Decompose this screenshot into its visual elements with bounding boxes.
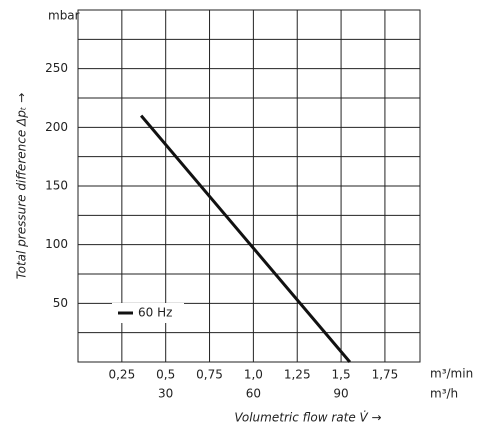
x-tick-label: 0,25 [108, 368, 135, 382]
y-tick-label: 250 [45, 61, 68, 75]
legend-label: 60 Hz [138, 306, 172, 320]
x2-unit: m³/h [430, 387, 458, 401]
x-tick-label: 1,25 [284, 368, 311, 382]
y-tick-label: 50 [53, 296, 68, 310]
x-tick-label: 1,5 [332, 368, 351, 382]
x-tick-label: 0,75 [196, 368, 223, 382]
legend-box [112, 303, 184, 323]
series-line [139, 114, 351, 363]
y-tick-label: 150 [45, 179, 68, 193]
x2-tick-label: 90 [333, 387, 348, 401]
x2-tick-label: 30 [158, 387, 173, 401]
x2-tick-label: 60 [246, 387, 261, 401]
y-tick-label: 100 [45, 237, 68, 251]
x-tick-label: 0,5 [156, 368, 175, 382]
x-unit: m³/min [430, 367, 473, 381]
y-unit: mbar [48, 9, 80, 23]
x-tick-label: 1,0 [244, 368, 263, 382]
x-tick-label: 1,75 [372, 368, 399, 382]
y-axis-label: Total pressure difference Δpₜ → [15, 93, 29, 280]
x-axis-label: Volumetric flow rate V̇ → [234, 410, 381, 424]
y-tick-label: 200 [45, 120, 68, 134]
